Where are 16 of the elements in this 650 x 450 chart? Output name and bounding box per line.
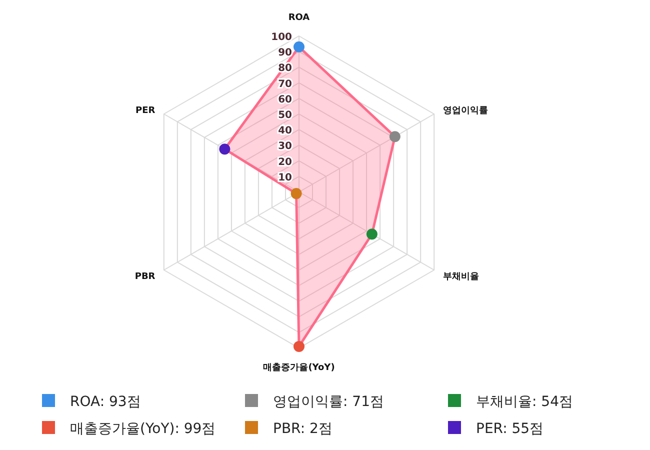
y-tick-label: 70 bbox=[278, 78, 292, 90]
spoke-label: 부채비율 bbox=[442, 272, 479, 282]
y-tick-label: 30 bbox=[278, 141, 292, 152]
y-tick-label: 60 bbox=[278, 94, 292, 106]
spoke-label: 매출증가율(YoY) bbox=[263, 362, 335, 373]
y-tick-label: 90 bbox=[278, 48, 292, 59]
spoke-label: 영업이익률 bbox=[442, 106, 488, 116]
spoke-label: PBR bbox=[134, 272, 156, 282]
y-tick-label: 20 bbox=[278, 156, 292, 168]
y-tick-label: 50 bbox=[278, 110, 292, 121]
spoke-label: PER bbox=[136, 106, 156, 116]
y-tick-label: 100 bbox=[271, 32, 292, 43]
legend: ROA: 93점 영업이익률: 71점 부채비율: 54점 매출증가율(YoY): 99점 PBR: 2점 PER: 55점 bbox=[42, 394, 573, 437]
y-tick-label: 40 bbox=[278, 126, 292, 137]
y-tick-label: 10 bbox=[278, 172, 292, 184]
spoke-label: ROA bbox=[288, 13, 310, 23]
